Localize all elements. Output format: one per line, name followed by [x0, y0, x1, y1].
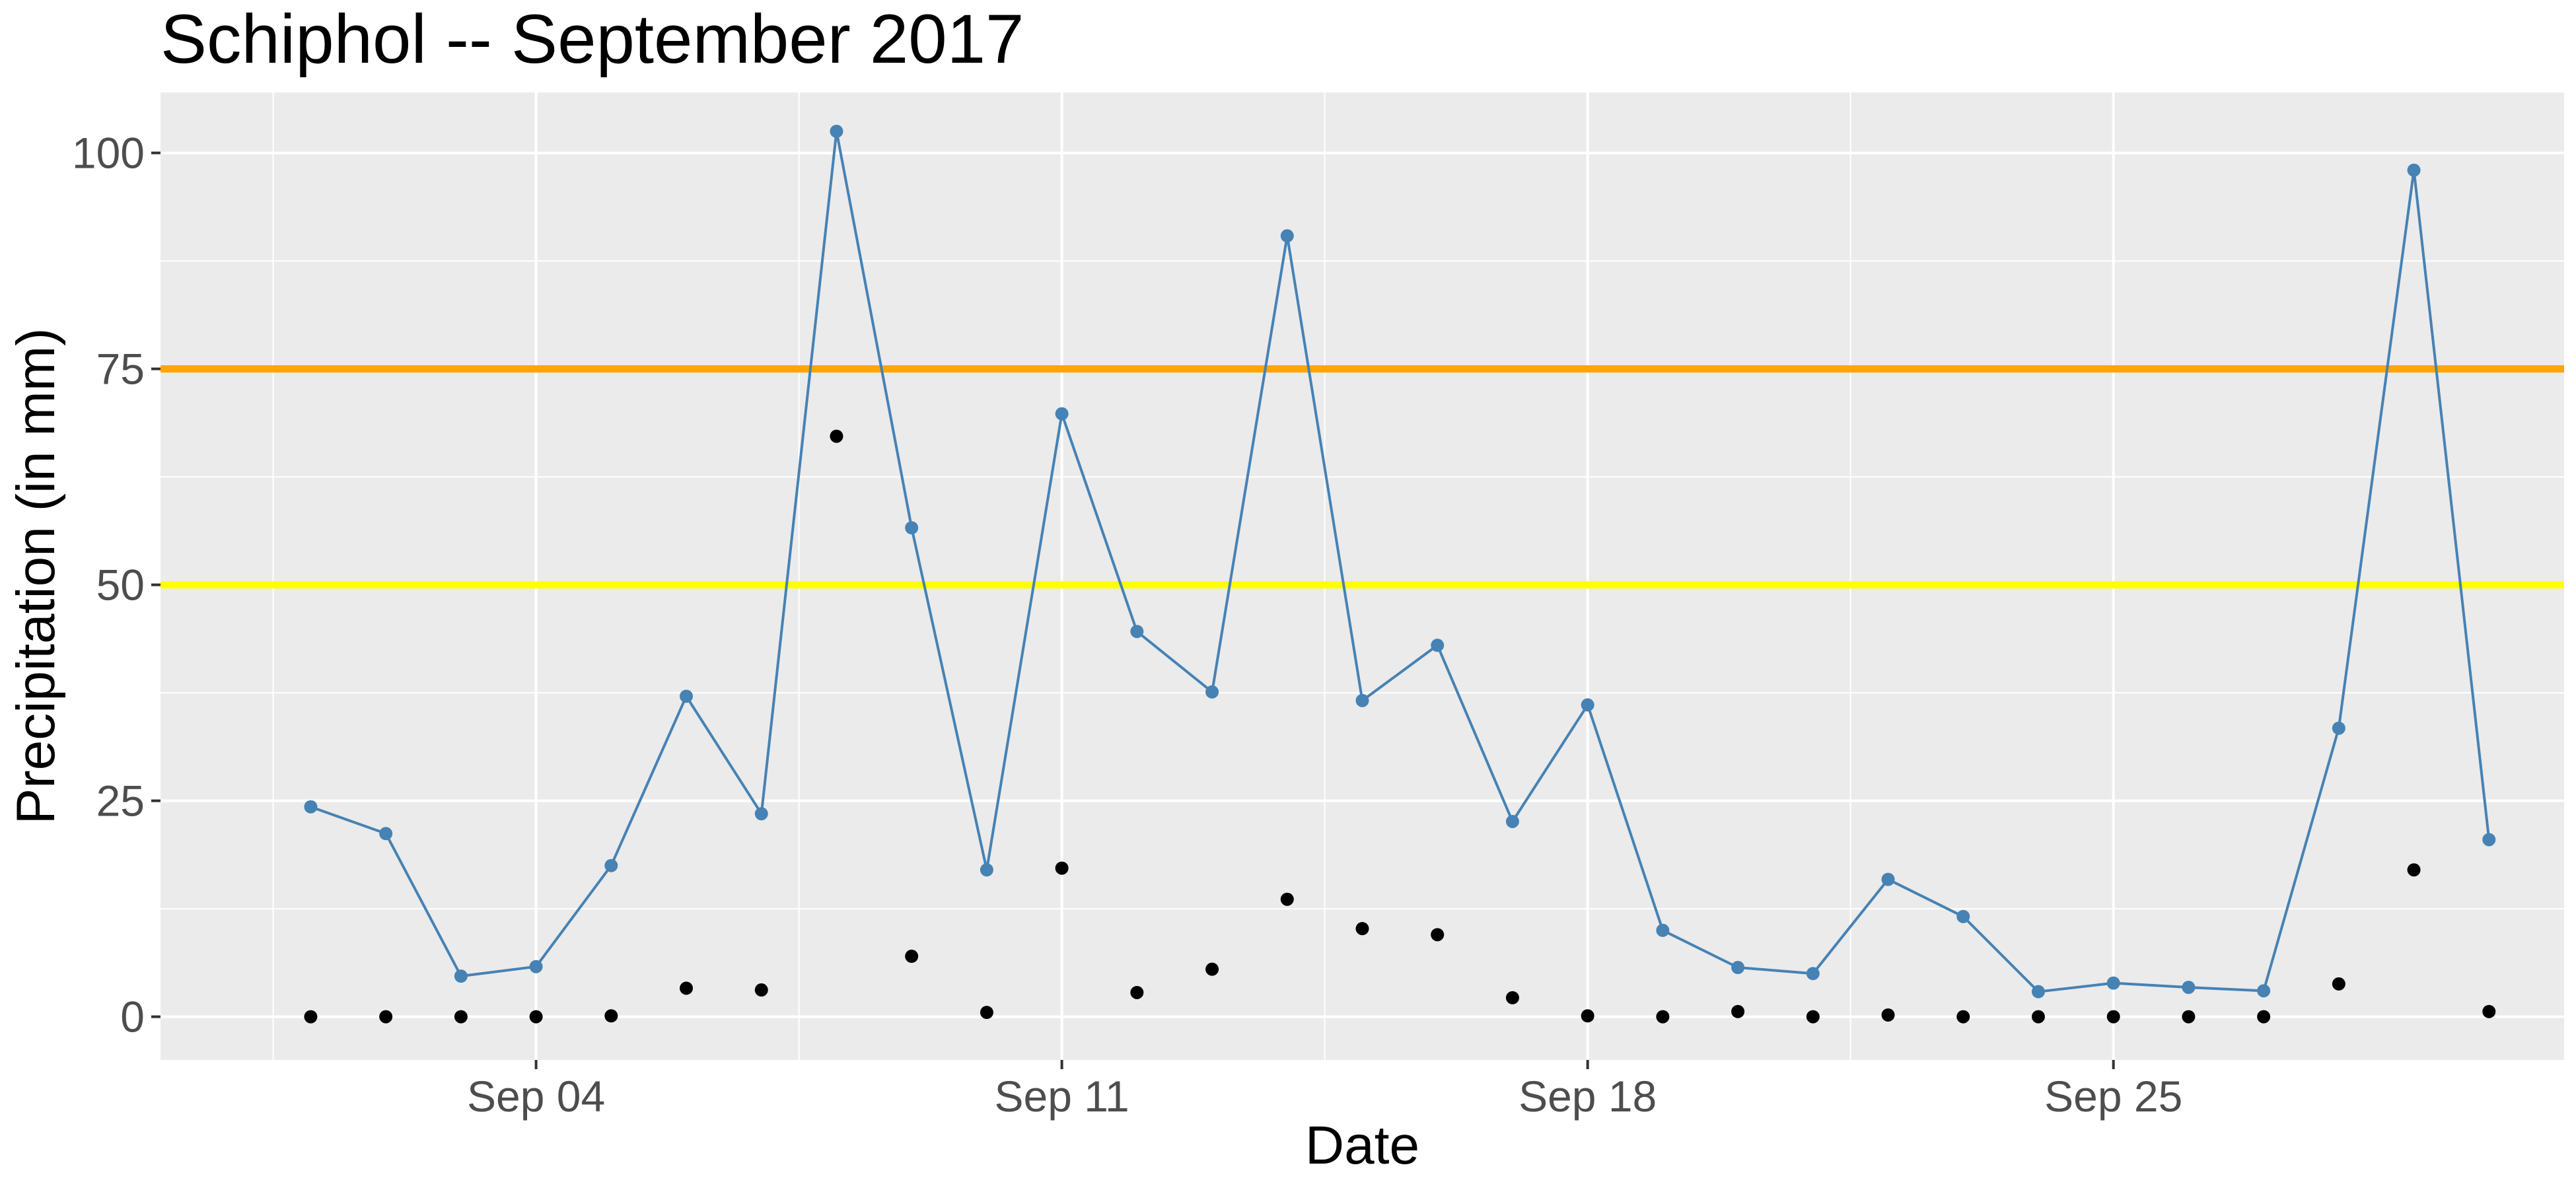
series-1-point [905, 950, 919, 964]
x-tick-label: Sep 18 [1519, 1072, 1657, 1121]
series-layer [304, 124, 2496, 1024]
series-0-point [604, 859, 618, 872]
series-1-point [1280, 892, 1294, 906]
series-0-point [1956, 909, 1970, 923]
series-0-point [1205, 685, 1219, 699]
series-0-point [830, 124, 843, 138]
series-0-point [754, 807, 768, 821]
series-1-point [1505, 991, 1519, 1004]
series-0-point [1355, 693, 1369, 707]
series-0-point [454, 969, 468, 983]
series-1-point [830, 429, 843, 443]
y-tick-label: 50 [96, 561, 145, 610]
series-1-point [454, 1010, 468, 1024]
series-0-point [2257, 984, 2271, 998]
series-1-point [1731, 1004, 1745, 1018]
series-0-point [304, 800, 318, 814]
x-tick-label: Sep 11 [994, 1072, 1129, 1121]
series-0-point [680, 689, 694, 703]
series-0-point [1881, 872, 1895, 886]
series-1-point [1881, 1008, 1895, 1022]
series-0-point [2031, 985, 2045, 999]
series-0-point [1505, 814, 1519, 828]
series-1-point [1355, 922, 1369, 936]
x-axis-title: Date [1305, 1115, 1419, 1175]
series-0-point [2106, 976, 2120, 990]
series-1-point [1806, 1010, 1820, 1024]
series-0-point [2482, 833, 2496, 847]
series-0-point [2332, 721, 2345, 735]
series-0-point [1731, 961, 1745, 975]
series-1-point [2106, 1010, 2120, 1024]
series-0-point [905, 521, 919, 535]
series-1-point [2031, 1010, 2045, 1024]
y-tick-label: 100 [72, 129, 145, 178]
series-0-point [1806, 967, 1820, 981]
series-1-point [1055, 861, 1069, 875]
minor-gridlines [161, 92, 2564, 1060]
series-1-point [980, 1006, 993, 1020]
series-1-point [680, 981, 694, 995]
x-tick-label: Sep 25 [2044, 1072, 2182, 1121]
series-1-point [2182, 1010, 2196, 1024]
y-tick-label: 75 [96, 345, 145, 394]
series-0-point [1581, 698, 1594, 712]
y-tick-label: 25 [96, 777, 145, 825]
series-0-point [1055, 407, 1069, 421]
series-0-point [1656, 923, 1670, 937]
plot-panel [161, 92, 2564, 1060]
series-0-point [1280, 229, 1294, 243]
series-0-point [2407, 163, 2421, 177]
chart-title: Schiphol -- September 2017 [161, 1, 1024, 78]
series-0-point [529, 960, 543, 973]
series-0-point [980, 863, 993, 877]
series-1-point [1581, 1009, 1594, 1023]
series-0-line [310, 129, 2491, 993]
x-axis: Sep 04 Sep 11 Sep 18 Sep 25 [467, 1060, 2182, 1121]
series-1-point [754, 983, 768, 997]
series-1-point [379, 1010, 393, 1024]
y-tick-label: 0 [120, 993, 145, 1041]
series-1-point [1656, 1010, 1670, 1024]
series-1-point [1431, 928, 1445, 942]
series-0-point [1431, 639, 1445, 652]
x-tick-label: Sep 04 [467, 1072, 605, 1121]
series-0-point [379, 827, 393, 841]
series-0-point [1130, 625, 1144, 639]
series-1-point [2482, 1004, 2496, 1018]
y-axis-title: Precipitation (in mm) [6, 328, 66, 825]
series-1-point [529, 1010, 543, 1024]
y-axis: 0 25 50 75 100 [72, 129, 161, 1041]
series-1-point [2257, 1010, 2271, 1024]
series-0-point [2182, 981, 2196, 995]
series-1-point [1130, 985, 1144, 999]
series-1-point [2407, 863, 2421, 877]
series-1-point [604, 1009, 618, 1023]
series-1-point [1205, 962, 1219, 976]
reference-lines [161, 365, 2564, 589]
series-1-point [304, 1010, 318, 1024]
series-1-point [1956, 1010, 1970, 1024]
series-1-point [2332, 977, 2345, 991]
